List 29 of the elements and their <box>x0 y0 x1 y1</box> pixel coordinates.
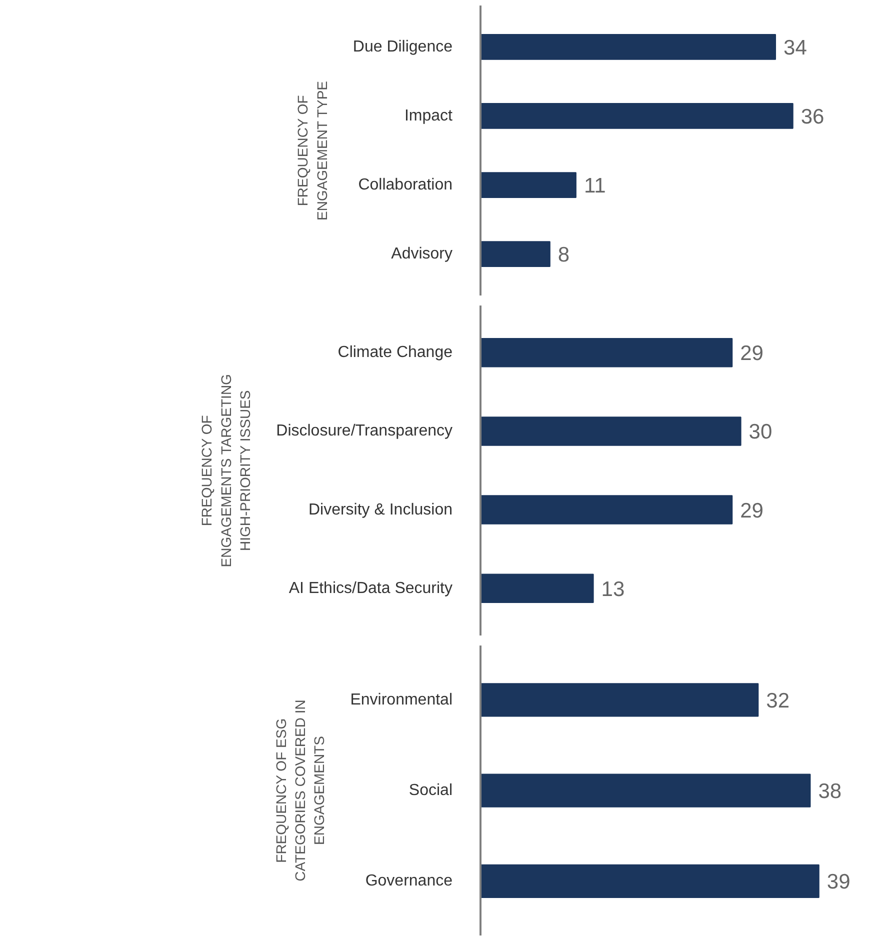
data-label: 32 <box>766 689 790 712</box>
bar <box>480 172 576 198</box>
y-tick-label: Advisory <box>391 246 453 263</box>
data-label: 38 <box>818 780 842 803</box>
y-tick-label: Diversity & Inclusion <box>308 501 452 518</box>
data-label: 29 <box>740 499 764 522</box>
data-label: 29 <box>740 342 764 366</box>
bar <box>480 241 550 267</box>
bar <box>480 103 794 129</box>
y-axis-title: FREQUENCY OF ENGAGEMENTS TARGETING HIGH-PRIORITY ISSUES <box>198 374 254 568</box>
data-label: 36 <box>800 105 824 128</box>
data-label: 34 <box>784 36 808 60</box>
y-tick-label: AI Ethics/Data Security <box>288 580 453 597</box>
data-label: 11 <box>584 174 606 198</box>
y-tick-label: Collaboration <box>358 176 452 194</box>
y-axis-title: FREQUENCY OF ENGAGEMENT TYPE <box>294 80 330 221</box>
data-label: 13 <box>601 578 625 601</box>
y-tick-label: Governance <box>365 872 453 890</box>
y-axis-title: FREQUENCY OF ESG CATEGORIES COVERED IN ENGAGEMENTS <box>272 700 328 882</box>
data-label: 30 <box>748 420 772 444</box>
y-tick-label: Climate Change <box>338 344 453 362</box>
y-tick-label: Impact <box>404 107 454 124</box>
bar <box>480 34 776 60</box>
data-label: 39 <box>826 870 850 894</box>
y-tick-label: Environmental <box>350 691 453 708</box>
y-tick-label: Social <box>408 782 452 799</box>
data-label: 8 <box>558 244 570 267</box>
y-tick-label: Due Diligence <box>352 38 453 56</box>
y-tick-label: Disclosure/Transparency <box>276 422 452 440</box>
